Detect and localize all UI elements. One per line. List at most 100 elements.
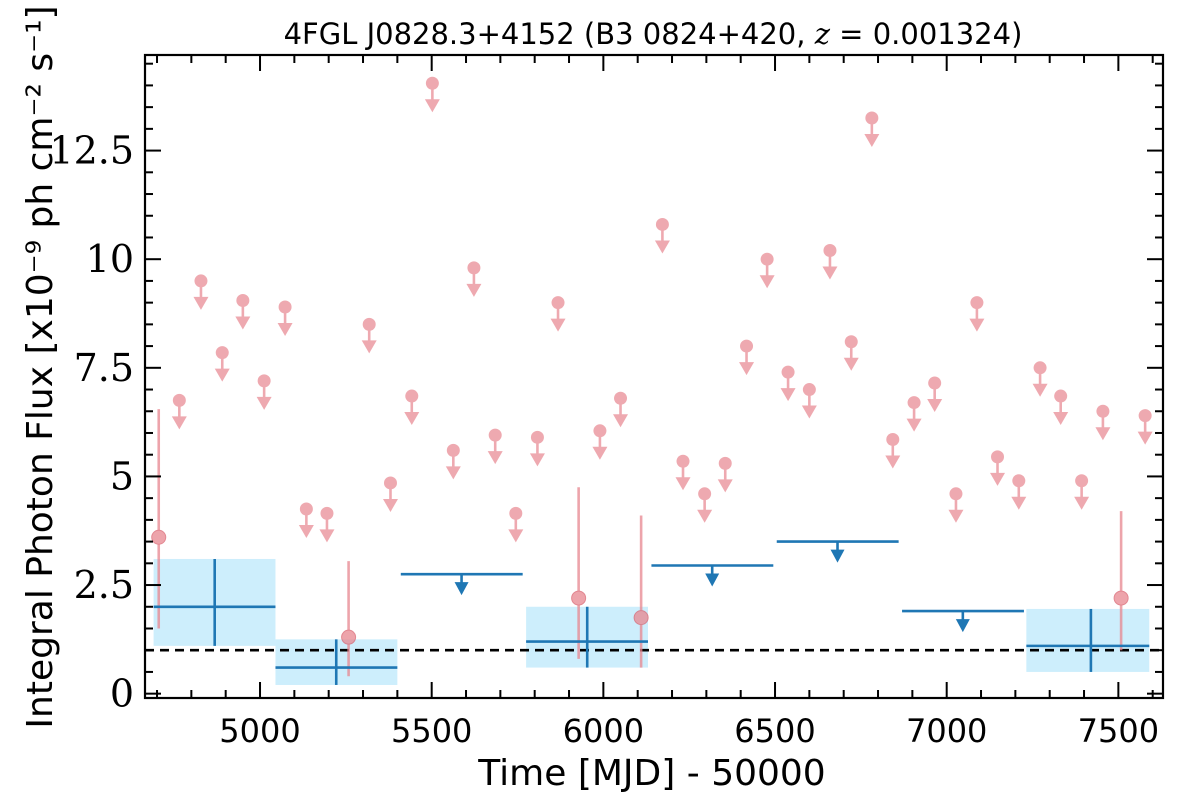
short-bin-upper-limit-arrowhead	[1137, 431, 1153, 445]
long-bin-upper-limit-2	[776, 540, 899, 563]
short-bin-upper-limit-marker	[530, 430, 544, 444]
long-bin-detection-2	[526, 606, 648, 668]
short-bin-upper-limit-arrowhead	[1053, 412, 1069, 426]
short-bin-upper-limit-arrowhead	[1095, 427, 1111, 441]
y-tick-label: 12.5	[49, 129, 134, 173]
short-bin-upper-limit-marker	[1054, 389, 1068, 403]
short-bin-upper-limit-18	[592, 424, 608, 460]
short-bin-upper-limit-marker	[299, 502, 313, 516]
short-bin-upper-limit-arrowhead	[969, 318, 985, 332]
short-bin-upper-limit-arrowhead	[550, 318, 566, 332]
y-axis-label: Integral Photon Flux [x10⁻⁹ ph cm⁻² s⁻¹]	[20, 5, 61, 728]
short-bin-upper-limit-marker	[698, 487, 712, 501]
short-bin-upper-limit-arrowhead	[780, 388, 796, 402]
short-bin-points	[151, 76, 1153, 677]
short-bin-upper-limit-marker	[802, 383, 816, 397]
short-bin-upper-limit-13	[466, 261, 482, 297]
short-bin-detection-0	[151, 409, 167, 629]
short-bin-upper-limit-arrowhead	[613, 414, 629, 428]
x-tick-label: 7000	[906, 712, 987, 750]
short-bin-upper-limit-marker	[781, 365, 795, 379]
short-bin-upper-limit-arrowhead	[508, 529, 524, 543]
short-bin-upper-limit-arrowhead	[319, 529, 335, 543]
short-bin-upper-limit-14	[487, 428, 503, 465]
short-bin-upper-limit-arrowhead	[214, 368, 230, 382]
short-bin-upper-limit-12	[445, 443, 461, 480]
chart-title-part-1: 4FGL J0828.3+4152 (B3 0824+420,	[284, 17, 815, 51]
long-bin-upper-limit-0	[400, 572, 523, 596]
x-tick-label: 6500	[734, 712, 815, 750]
short-bin-upper-limit-arrowhead	[885, 455, 901, 469]
x-tick-label: 6000	[563, 712, 644, 750]
short-bin-upper-limit-7	[319, 506, 335, 543]
x-axis-label: Time [MJD] - 50000	[477, 753, 825, 794]
short-bin-upper-limit-33	[927, 376, 943, 413]
short-bin-upper-limit-marker	[446, 443, 460, 457]
short-bin-upper-limit-arrowhead	[739, 362, 755, 376]
short-bin-upper-limit-4	[256, 374, 272, 410]
short-bin-upper-limit-arrowhead	[193, 296, 209, 310]
short-bin-upper-limit-arrowhead	[759, 275, 775, 289]
short-bin-upper-limit-arrowhead	[361, 340, 377, 354]
short-bin-upper-limit-marker	[236, 293, 250, 307]
short-bin-upper-limit-marker	[907, 396, 921, 410]
short-bin-upper-limit-arrowhead	[948, 509, 964, 523]
short-bin-upper-limit-arrowhead	[697, 509, 713, 523]
short-bin-upper-limit-6	[298, 502, 314, 539]
short-bin-upper-limit-16	[529, 430, 545, 467]
long-bin-upper-limit-arrowhead	[705, 573, 720, 587]
short-bin-upper-limit-22	[697, 487, 713, 523]
short-bin-upper-limit-1	[193, 274, 209, 310]
short-bin-upper-limit-marker	[949, 487, 963, 501]
short-bin-upper-limit-0	[171, 393, 187, 430]
short-bin-upper-limit-arrowhead	[445, 466, 461, 480]
short-bin-upper-limit-27	[801, 383, 817, 419]
long-bin-detection-1	[275, 639, 398, 685]
short-bin-upper-limit-marker	[593, 424, 607, 438]
short-bin-upper-limit-21	[675, 454, 691, 491]
tick-labels: 5000 5500 6000 6500 7000 7500 0 2.5 5 7.5 10 12.5	[49, 129, 1159, 750]
short-bin-upper-limit-38	[1032, 361, 1048, 397]
short-bin-upper-limit-29	[843, 335, 859, 371]
short-bin-upper-limit-35	[969, 296, 985, 332]
short-bin-upper-limit-arrowhead	[487, 451, 503, 465]
short-bin-upper-limit-23	[717, 456, 733, 493]
short-bin-upper-limit-arrowhead	[675, 477, 691, 491]
x-tick-label: 5500	[391, 712, 472, 750]
short-bin-detection-marker	[151, 529, 167, 545]
short-bin-upper-limit-marker	[760, 252, 774, 266]
long-bin-detection-0	[153, 558, 276, 646]
short-bin-upper-limit-arrowhead	[382, 498, 398, 512]
short-bin-upper-limit-marker	[172, 393, 186, 407]
short-bin-upper-limit-arrowhead	[801, 405, 817, 419]
short-bin-upper-limit-31	[885, 432, 901, 469]
chart-title: 4FGL J0828.3+4152 (B3 0824+420, z = 0.00…	[284, 17, 1023, 51]
short-bin-upper-limit-marker	[718, 456, 732, 470]
short-bin-upper-limit-arrowhead	[404, 412, 420, 426]
short-bin-detection-marker	[633, 610, 649, 626]
short-bin-upper-limit-marker	[278, 300, 292, 314]
short-bin-upper-limit-20	[654, 217, 670, 254]
short-bin-upper-limit-marker	[425, 76, 439, 90]
short-bin-upper-limit-marker	[1138, 409, 1152, 423]
short-bin-upper-limit-marker	[1075, 474, 1089, 488]
short-bin-upper-limit-9	[382, 476, 398, 512]
short-bin-upper-limit-arrowhead	[277, 322, 293, 336]
long-bin-upper-limit-arrowhead	[955, 619, 970, 633]
long-bin-upper-limit-3	[902, 609, 1024, 633]
short-bin-upper-limit-arrowhead	[171, 416, 187, 430]
short-bin-detection-4	[1113, 511, 1129, 651]
short-bin-upper-limit-arrowhead	[822, 266, 838, 280]
short-bin-upper-limit-marker	[676, 454, 690, 468]
y-tick-label: 10	[86, 237, 134, 281]
short-bin-upper-limit-10	[404, 389, 420, 426]
short-bin-upper-limit-25	[759, 252, 775, 289]
short-bin-upper-limit-39	[1053, 389, 1069, 426]
short-bin-upper-limit-arrowhead	[298, 525, 314, 539]
long-bin-band-3	[1026, 608, 1150, 672]
y-tick-label: 5	[110, 454, 134, 498]
short-bin-upper-limit-arrowhead	[654, 240, 670, 254]
long-bin-detection-3	[1026, 608, 1150, 672]
short-bin-upper-limit-19	[613, 391, 629, 428]
